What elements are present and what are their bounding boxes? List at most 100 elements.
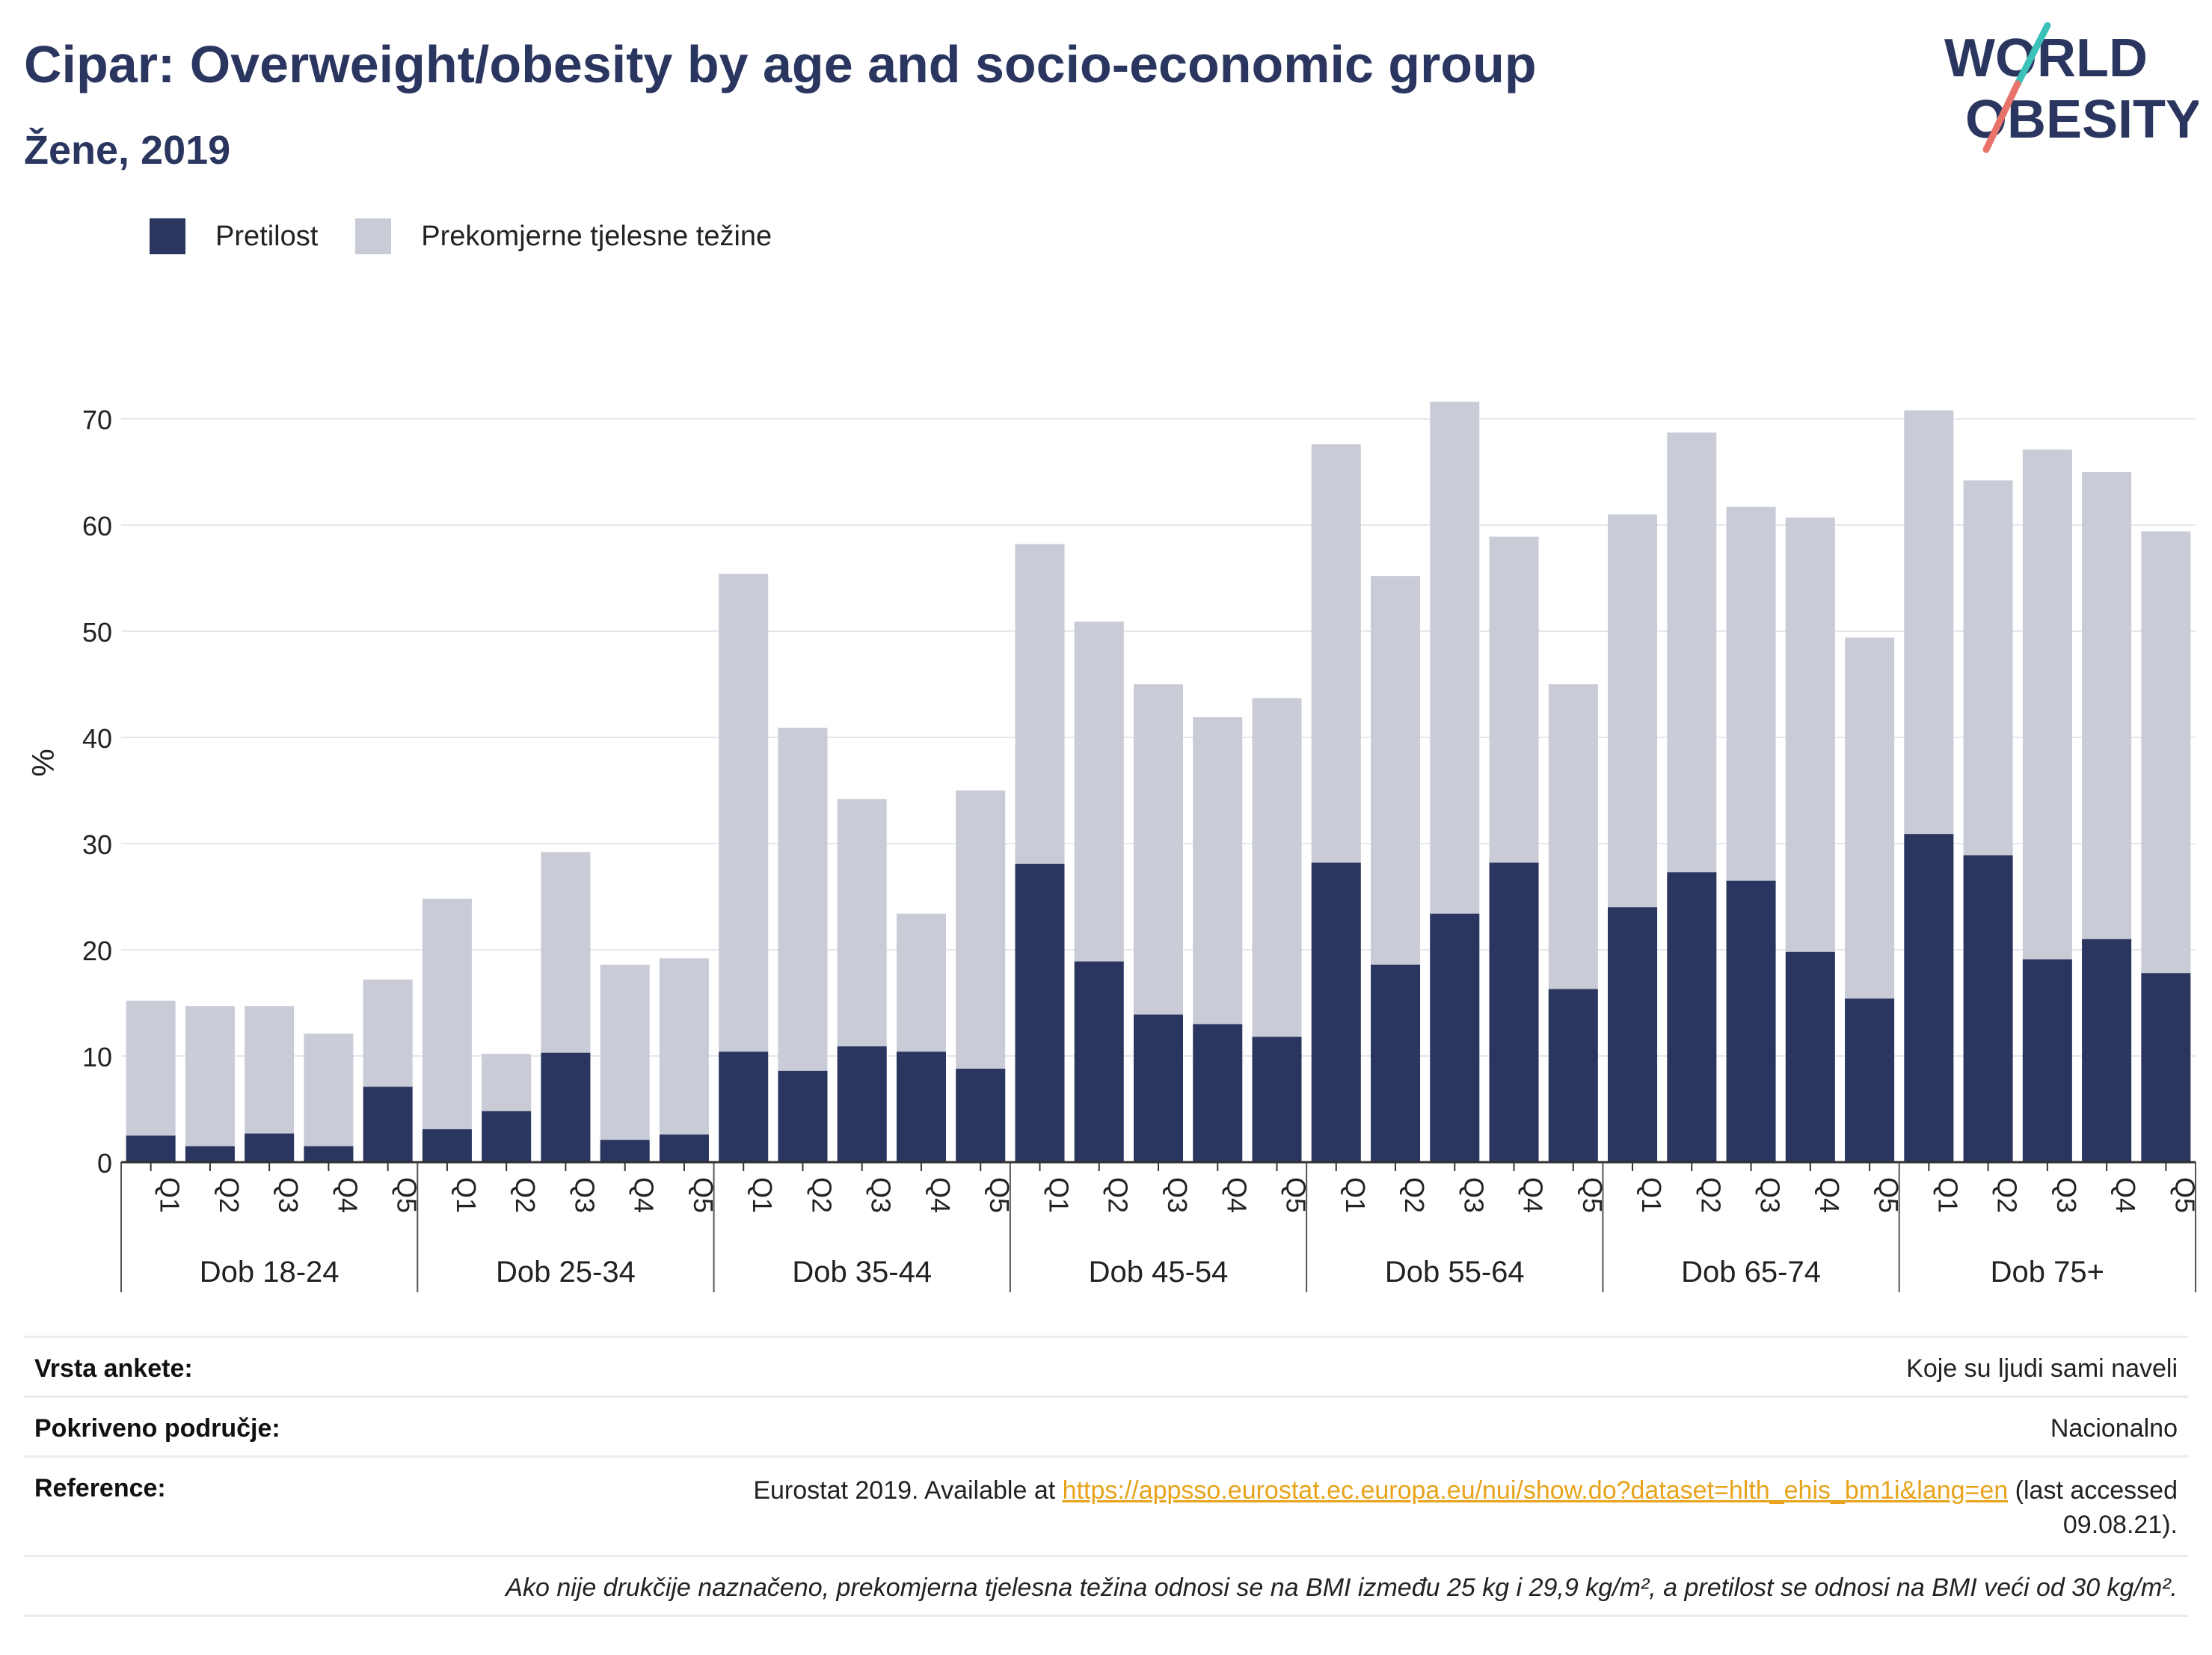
coverage-row: Pokriveno područje: Nacionalno — [24, 1398, 2188, 1455]
divider — [24, 1554, 2188, 1557]
bar-overweight[interactable] — [600, 964, 650, 1162]
bar-obesity[interactable] — [1785, 951, 1835, 1162]
bar-obesity[interactable] — [778, 1070, 828, 1162]
logo-line1: WORLD — [1944, 28, 2148, 88]
divider — [24, 1455, 2188, 1458]
group-label: Dob 55-64 — [1385, 1256, 1525, 1289]
x-tick-label: Q4 — [1814, 1177, 1845, 1213]
legend-item-overweight[interactable]: Prekomjerne tjelesne težine — [355, 218, 772, 254]
x-tick-label: Q2 — [510, 1177, 541, 1213]
bar-obesity[interactable] — [1311, 862, 1361, 1162]
bar-overweight[interactable] — [185, 1006, 235, 1162]
x-tick-label: Q4 — [2110, 1177, 2141, 1213]
x-tick-label: Q3 — [866, 1177, 897, 1213]
coverage-value: Nacionalno — [2050, 1414, 2178, 1443]
x-tick-label: Q4 — [1518, 1177, 1549, 1213]
bar-obesity[interactable] — [363, 1087, 413, 1162]
reference-row: Reference: Eurostat 2019. Available at h… — [24, 1458, 2188, 1555]
bar-obesity[interactable] — [2082, 939, 2132, 1162]
x-tick-label: Q4 — [332, 1177, 363, 1213]
bar-obesity[interactable] — [1489, 862, 1539, 1162]
x-tick-label: Q3 — [273, 1177, 304, 1213]
group-label: Dob 45-54 — [1089, 1256, 1229, 1289]
x-tick-label: Q1 — [1043, 1177, 1074, 1213]
bar-obesity[interactable] — [956, 1069, 1006, 1162]
bar-obesity[interactable] — [1371, 964, 1421, 1162]
y-axis-label: % — [25, 749, 61, 776]
x-tick-label: Q4 — [1221, 1177, 1252, 1213]
bar-obesity[interactable] — [1608, 907, 1658, 1162]
survey-value: Koje su ljudi sami naveli — [1906, 1354, 2178, 1383]
bar-obesity[interactable] — [245, 1133, 295, 1162]
bar-obesity[interactable] — [1074, 961, 1124, 1162]
bar-obesity[interactable] — [304, 1146, 354, 1162]
y-tick-label: 20 — [82, 936, 112, 966]
legend-item-obesity[interactable]: Pretilost — [150, 218, 318, 254]
bar-obesity[interactable] — [482, 1111, 532, 1162]
x-tick-label: Q1 — [1340, 1177, 1371, 1213]
bar-obesity[interactable] — [896, 1051, 946, 1162]
bar-obesity[interactable] — [1193, 1024, 1243, 1162]
bar-obesity[interactable] — [1726, 880, 1776, 1162]
group-label: Dob 35-44 — [792, 1256, 932, 1289]
bar-obesity[interactable] — [1904, 834, 1954, 1162]
bar-obesity[interactable] — [659, 1134, 709, 1162]
x-tick-label: Q2 — [806, 1177, 837, 1213]
x-tick-label: Q1 — [451, 1177, 482, 1213]
x-tick-label: Q3 — [569, 1177, 600, 1213]
x-tick-label: Q1 — [1932, 1177, 1963, 1213]
bar-obesity[interactable] — [1963, 855, 2013, 1162]
bar-overweight[interactable] — [659, 958, 709, 1162]
bar-obesity[interactable] — [1548, 989, 1598, 1162]
bar-obesity[interactable] — [1845, 998, 1895, 1162]
y-tick-label: 30 — [82, 829, 112, 860]
reference-label: Reference: — [34, 1474, 166, 1502]
x-tick-label: Q4 — [629, 1177, 660, 1213]
bar-obesity[interactable] — [1252, 1037, 1302, 1162]
bar-overweight[interactable] — [422, 898, 472, 1162]
y-tick-label: 10 — [82, 1042, 112, 1072]
logo-slash-coral — [1982, 80, 2021, 153]
y-tick-label: 0 — [97, 1148, 112, 1179]
x-tick-label: Q3 — [1755, 1177, 1786, 1213]
bar-obesity[interactable] — [2141, 973, 2191, 1162]
bar-obesity[interactable] — [422, 1129, 472, 1162]
bar-obesity[interactable] — [541, 1052, 591, 1162]
legend-label-overweight: Prekomjerne tjelesne težine — [421, 220, 772, 252]
x-tick-label: Q3 — [1458, 1177, 1489, 1213]
bar-obesity[interactable] — [600, 1140, 650, 1162]
y-tick-label: 60 — [82, 511, 112, 541]
x-tick-label: Q2 — [1992, 1177, 2023, 1213]
bar-obesity[interactable] — [185, 1146, 235, 1162]
bar-obesity[interactable] — [1015, 863, 1065, 1162]
bar-overweight[interactable] — [304, 1034, 354, 1162]
y-tick-label: 50 — [82, 617, 112, 648]
group-label: Dob 65-74 — [1681, 1256, 1821, 1289]
y-tick-label: 70 — [82, 405, 112, 435]
x-tick-label: Q2 — [1103, 1177, 1134, 1213]
bar-obesity[interactable] — [1430, 913, 1480, 1162]
reference-link[interactable]: https://appsso.eurostat.ec.europa.eu/nui… — [1062, 1476, 2009, 1505]
group-label: Dob 25-34 — [496, 1256, 636, 1289]
bar-obesity[interactable] — [719, 1051, 769, 1162]
reference-value: Eurostat 2019. Available at https://apps… — [682, 1474, 2178, 1543]
divider — [24, 1395, 2188, 1398]
logo-slash-teal — [2014, 22, 2051, 87]
bar-obesity[interactable] — [837, 1046, 887, 1162]
definition-note: Ako nije drukčije naznačeno, prekomjerna… — [506, 1573, 2178, 1602]
bar-obesity[interactable] — [126, 1135, 176, 1163]
coverage-label: Pokriveno područje: — [34, 1414, 280, 1443]
bar-obesity[interactable] — [1134, 1014, 1183, 1162]
reference-suffix: (last accessed 09.08.21). — [2008, 1476, 2178, 1539]
bar-obesity[interactable] — [1667, 872, 1717, 1162]
bar-overweight[interactable] — [126, 1001, 176, 1162]
x-tick-label: Q4 — [925, 1177, 956, 1213]
group-label: Dob 18-24 — [200, 1256, 340, 1289]
group-label: Dob 75+ — [1991, 1256, 2104, 1289]
bar-obesity[interactable] — [2022, 959, 2072, 1162]
x-tick-label: Q2 — [1695, 1177, 1726, 1213]
page-subtitle: Žene, 2019 — [24, 128, 231, 173]
page-title: Cipar: Overweight/obesity by age and soc… — [24, 35, 1537, 93]
